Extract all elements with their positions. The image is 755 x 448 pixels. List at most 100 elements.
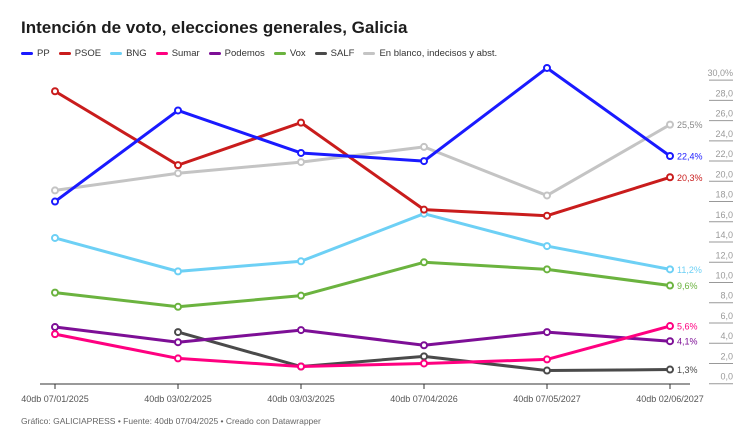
data-point bbox=[297, 326, 305, 335]
legend-swatch bbox=[110, 52, 123, 55]
data-point bbox=[51, 323, 59, 332]
y-tick-label: 10,0 bbox=[715, 271, 733, 281]
data-point bbox=[543, 355, 551, 364]
y-tick-label: 28,0 bbox=[715, 88, 733, 98]
y-tick-label: 8,0 bbox=[720, 291, 733, 301]
y-tick-label: 20,0 bbox=[715, 169, 733, 179]
legend-label: BNG bbox=[126, 48, 147, 59]
data-point bbox=[174, 338, 182, 347]
series-en: 25,5% bbox=[51, 120, 703, 200]
data-point bbox=[174, 302, 182, 311]
y-tick-label: 0,0 bbox=[720, 372, 733, 382]
series-line bbox=[54, 260, 671, 309]
data-point bbox=[543, 328, 551, 337]
data-point bbox=[174, 161, 182, 170]
data-point bbox=[666, 265, 674, 274]
data-point bbox=[543, 265, 551, 274]
data-point bbox=[51, 87, 59, 96]
legend-swatch bbox=[155, 52, 168, 55]
legend-label: PSOE bbox=[74, 48, 102, 59]
series-vox: 9,6% bbox=[51, 258, 698, 311]
end-label: 22,4% bbox=[677, 152, 703, 162]
x-tick-label: 40db 07/05/2027 bbox=[513, 394, 581, 404]
legend-item: PSOE bbox=[58, 48, 102, 59]
legend-swatch bbox=[314, 52, 327, 55]
footer-credit: Gráfico: GALICIAPRESS • Fuente: 40db 07/… bbox=[21, 416, 321, 426]
y-tick-label: 12,0 bbox=[715, 250, 733, 260]
y-tick-label: 16,0 bbox=[715, 210, 733, 220]
y-tick-label: 2,0 bbox=[720, 351, 733, 361]
legend-item: BNG bbox=[110, 48, 147, 59]
data-point bbox=[51, 186, 59, 195]
legend-swatch bbox=[363, 52, 376, 55]
data-point bbox=[420, 142, 428, 151]
y-tick-label: 26,0 bbox=[715, 109, 733, 119]
data-point bbox=[666, 281, 674, 290]
data-point bbox=[51, 330, 59, 339]
y-tick-label: 18,0 bbox=[715, 190, 733, 200]
y-tick-label: 22,0 bbox=[715, 149, 733, 159]
data-point bbox=[543, 242, 551, 251]
y-tick-label: 30,0% bbox=[707, 68, 733, 78]
data-point bbox=[666, 152, 674, 161]
end-label: 5,6% bbox=[677, 322, 698, 332]
legend-label: Podemos bbox=[224, 48, 265, 59]
x-tick-label: 40db 07/01/2025 bbox=[21, 394, 89, 404]
end-label: 25,5% bbox=[677, 120, 703, 130]
y-tick-label: 14,0 bbox=[715, 230, 733, 240]
legend-item: Sumar bbox=[155, 48, 200, 59]
series-bng: 11,2% bbox=[51, 209, 702, 276]
legend-label: Vox bbox=[289, 48, 306, 59]
data-point bbox=[420, 359, 428, 368]
legend-item: Vox bbox=[273, 48, 306, 59]
series-line bbox=[54, 325, 671, 347]
data-point bbox=[174, 328, 182, 337]
data-point bbox=[420, 258, 428, 267]
data-point bbox=[420, 205, 428, 214]
data-point bbox=[666, 365, 674, 374]
series-line bbox=[54, 324, 671, 369]
end-label: 11,2% bbox=[677, 265, 702, 275]
data-point bbox=[543, 191, 551, 200]
end-label: 4,1% bbox=[677, 337, 698, 347]
data-point bbox=[543, 63, 551, 72]
legend-label: SALF bbox=[330, 48, 355, 59]
end-label: 20,3% bbox=[677, 173, 703, 183]
series-line bbox=[54, 66, 671, 203]
data-point bbox=[420, 157, 428, 166]
x-tick-label: 40db 07/04/2026 bbox=[390, 394, 458, 404]
x-tick-label: 40db 02/06/2027 bbox=[636, 394, 704, 404]
y-tick-label: 24,0 bbox=[715, 129, 733, 139]
series-sumar: 5,6% bbox=[51, 322, 698, 371]
series-line bbox=[54, 123, 671, 197]
series-psoe: 20,3% bbox=[51, 87, 703, 220]
y-tick-label: 4,0 bbox=[720, 331, 733, 341]
data-point bbox=[297, 291, 305, 300]
data-point bbox=[297, 118, 305, 127]
data-point bbox=[51, 288, 59, 297]
legend-label: Sumar bbox=[171, 48, 200, 59]
legend-item: PP bbox=[21, 48, 50, 59]
end-label: 1,3% bbox=[677, 365, 698, 375]
data-point bbox=[297, 148, 305, 157]
data-point bbox=[174, 169, 182, 178]
legend: PP PSOE BNG Sumar Podemos Vox SALF En blanco, i… bbox=[21, 48, 497, 59]
data-point bbox=[543, 211, 551, 220]
data-point bbox=[666, 322, 674, 331]
legend-swatch bbox=[273, 52, 286, 55]
legend-swatch bbox=[58, 52, 71, 55]
data-point bbox=[543, 366, 551, 375]
series-line bbox=[54, 89, 671, 218]
legend-item: En blanco, indecisos y abst. bbox=[363, 48, 497, 59]
legend-label: PP bbox=[37, 48, 50, 59]
x-tick-label: 40db 03/03/2025 bbox=[267, 394, 335, 404]
series-podemos: 4,1% bbox=[51, 323, 698, 350]
data-point bbox=[51, 197, 59, 206]
data-point bbox=[666, 337, 674, 346]
data-point bbox=[174, 354, 182, 363]
data-point bbox=[51, 233, 59, 242]
data-point bbox=[297, 158, 305, 167]
chart-title: Intención de voto, elecciones generales,… bbox=[21, 18, 408, 37]
legend-item: Podemos bbox=[208, 48, 265, 59]
